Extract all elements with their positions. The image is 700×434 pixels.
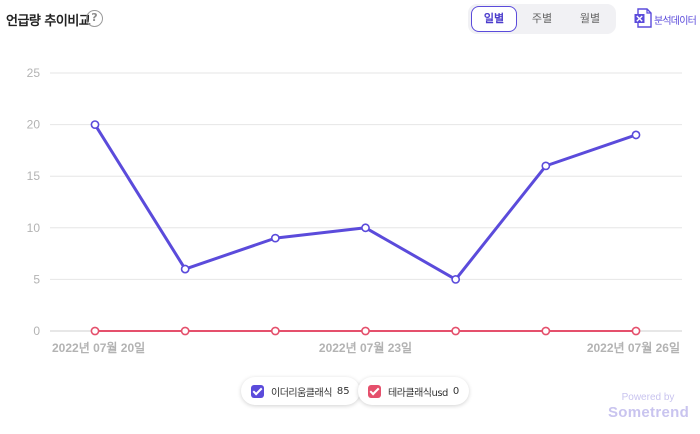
data-point[interactable] [361,326,370,336]
y-tick-label: 0 [33,324,40,338]
period-tabs: 일별 주별 월별 [468,4,616,34]
y-tick-label: 5 [33,272,40,286]
x-tick-label: 2022년 07월 26일 [587,340,680,355]
data-point[interactable] [541,326,551,336]
download-data-button[interactable]: 분석데이터 [634,8,700,30]
data-point[interactable] [90,120,100,129]
data-point[interactable] [270,233,280,243]
data-point[interactable] [451,274,461,284]
powered-by-text: Powered by [621,392,675,403]
data-point[interactable] [451,326,461,336]
excel-file-icon [634,8,652,28]
tab-daily[interactable]: 일별 [471,6,517,32]
data-point[interactable] [631,326,641,336]
data-point[interactable] [631,130,641,140]
legend-total: 85 [336,385,350,397]
legend-item-ethereum-classic[interactable]: 이더리움클래식 85 [241,377,360,405]
series-group [90,120,641,284]
data-point[interactable] [270,326,280,336]
data-point[interactable] [361,223,370,233]
chart-legend: 이더리움클래식 85 테라클래식usd 0 [0,377,700,405]
legend-label: 이더리움클래식 [271,387,332,399]
checkbox-icon[interactable] [368,384,381,398]
x-axis-ticks: 2022년 07월 20일 2022년 07월 23일 2022년 07월 26일 [52,340,680,355]
checkbox-icon[interactable] [251,384,264,398]
y-tick-label: 10 [27,221,41,235]
tab-monthly[interactable]: 월별 [579,12,601,25]
brand-logo: Sometrend [608,404,690,421]
data-point[interactable] [90,326,100,336]
download-data-label: 분석데이터 [654,16,697,27]
legend-total: 0 [452,385,460,397]
tab-weekly[interactable]: 주별 [531,12,553,25]
x-tick-label: 2022년 07월 23일 [319,340,412,355]
y-tick-label: 25 [27,66,41,80]
data-point[interactable] [541,161,551,171]
series-group [90,326,641,336]
y-tick-label: 20 [27,118,41,132]
powered-by-badge: Powered by Sometrend [608,392,690,421]
chart-header: 언급량 추이비교 ? 일별 주별 월별 분석데이터 [0,0,700,40]
legend-label: 테라클래식usd [388,387,448,399]
y-axis-ticks: 0 5 10 15 20 25 [27,66,41,338]
series-lines [90,120,641,336]
data-point[interactable] [180,264,190,274]
data-point[interactable] [180,326,190,336]
legend-item-terra-classic-usd[interactable]: 테라클래식usd 0 [358,377,470,405]
x-tick-label: 2022년 07월 20일 [52,340,145,355]
y-tick-label: 15 [27,169,41,183]
series-line [93,123,637,281]
page-title: 언급량 추이비교 [6,14,91,29]
help-icon[interactable]: ? [86,10,103,27]
